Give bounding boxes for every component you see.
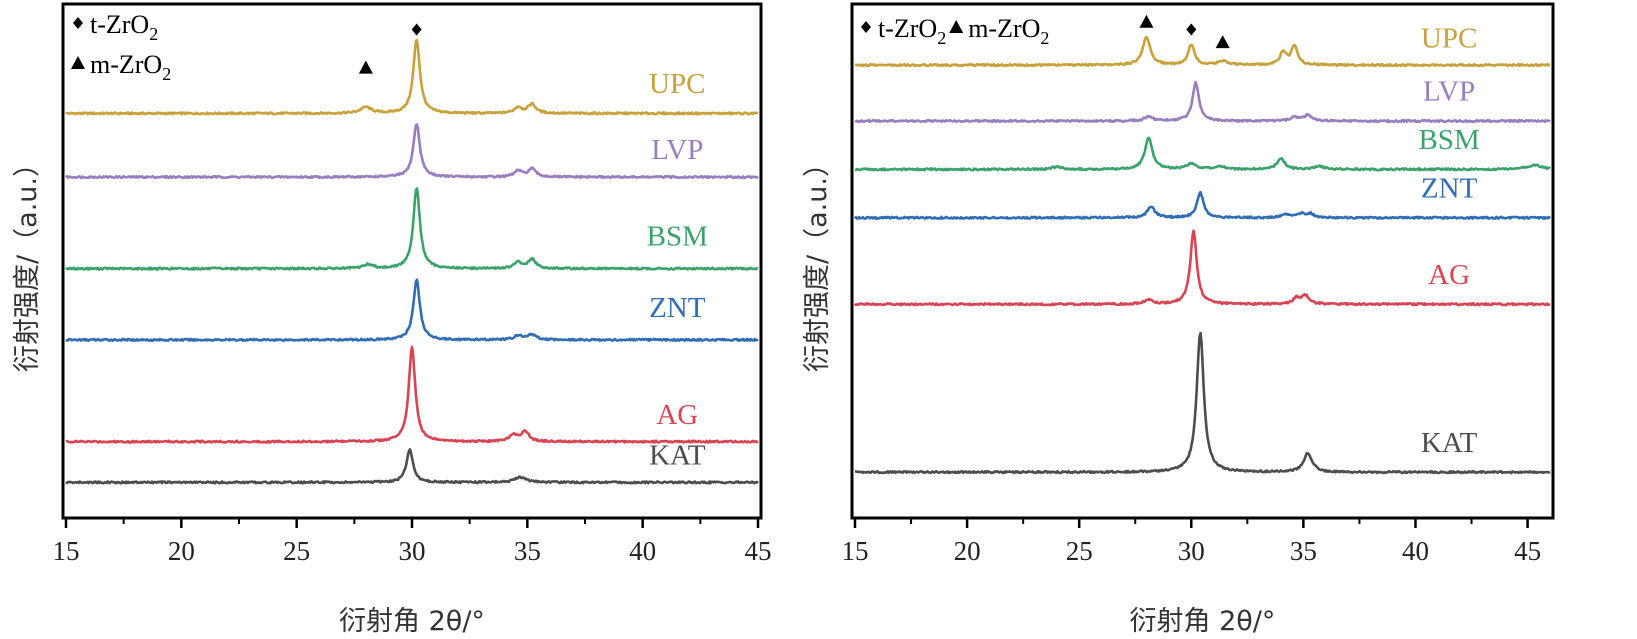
series-znt-line bbox=[65, 278, 759, 343]
series-lvp-label: LVP bbox=[1423, 76, 1475, 108]
legend-diamond-icon bbox=[73, 17, 83, 29]
series-ag-label: AG bbox=[656, 399, 698, 431]
x-tick-label: 45 bbox=[745, 536, 772, 566]
series-kat-label: KAT bbox=[1421, 427, 1478, 459]
legend-entry-label: t-ZrO2 bbox=[878, 14, 946, 48]
diamond-marker bbox=[1186, 23, 1197, 36]
x-tick-label: 15 bbox=[842, 536, 869, 566]
plot-frame bbox=[850, 2, 1555, 520]
series-kat-label: KAT bbox=[649, 440, 706, 472]
x-tick-label: 40 bbox=[1402, 536, 1429, 566]
x-tick-label: 15 bbox=[53, 536, 80, 566]
legend-diamond-icon bbox=[861, 21, 871, 33]
triangle-marker bbox=[358, 60, 373, 74]
x-tick-label: 25 bbox=[283, 536, 310, 566]
xrd-panel-1: 15 20 25 30 35 40 45 衍射角 2θ/° 衍射强度/（a.u.） UPC LVP B… bbox=[12, 2, 772, 637]
series-lvp-label: LVP bbox=[651, 134, 703, 166]
triangle-marker bbox=[1215, 35, 1230, 49]
x-axis-title: 衍射角 2θ/° bbox=[1130, 606, 1276, 637]
series-upc-line bbox=[65, 38, 759, 116]
series-bsm-label: BSM bbox=[1418, 124, 1479, 156]
x-axis-title: 衍射角 2θ/° bbox=[339, 606, 485, 637]
x-tick-label: 30 bbox=[399, 536, 426, 566]
legend-entry-label: m-ZrO2 bbox=[968, 14, 1049, 48]
diamond-marker bbox=[411, 23, 422, 36]
legend: t-ZrO2 m-ZrO2 bbox=[861, 14, 1049, 48]
legend-entry-label: t-ZrO2 bbox=[90, 10, 158, 44]
legend-entry-label: m-ZrO2 bbox=[90, 50, 171, 84]
series-upc-label: UPC bbox=[649, 68, 705, 100]
x-tick-label: 35 bbox=[514, 536, 541, 566]
y-axis-title: 衍射强度/（a.u.） bbox=[12, 150, 43, 372]
legend: t-ZrO2 m-ZrO2 bbox=[71, 10, 171, 84]
series-bsm-line bbox=[854, 136, 1551, 172]
series-znt-label: ZNT bbox=[1421, 172, 1478, 204]
series-kat-line bbox=[65, 448, 759, 485]
x-tick-label: 35 bbox=[1290, 536, 1317, 566]
series-bsm-label: BSM bbox=[647, 221, 708, 253]
series-ag-label: AG bbox=[1428, 259, 1470, 291]
triangle-marker bbox=[1139, 14, 1154, 28]
xrd-panel-2: 15 20 25 30 35 40 45 衍射角 2θ/° 衍射强度/（a.u.） UPC LVP B… bbox=[802, 2, 1555, 637]
x-tick-label: 20 bbox=[168, 536, 195, 566]
legend-triangle-icon bbox=[71, 56, 85, 69]
series-lvp-line bbox=[854, 80, 1551, 124]
series-upc-label: UPC bbox=[1421, 22, 1477, 54]
series-upc-line bbox=[854, 35, 1551, 68]
series-kat-line bbox=[854, 331, 1551, 475]
series-bsm-line bbox=[65, 187, 759, 271]
x-tick-label: 30 bbox=[1178, 536, 1205, 566]
x-tick-label: 40 bbox=[629, 536, 656, 566]
series-ag-line bbox=[65, 345, 759, 444]
x-tick-label: 25 bbox=[1066, 536, 1093, 566]
series-znt-line bbox=[853, 190, 1552, 220]
x-tick-label: 45 bbox=[1514, 536, 1541, 566]
legend-triangle-icon bbox=[949, 20, 964, 33]
y-axis-title: 衍射强度/（a.u.） bbox=[802, 150, 833, 372]
series-ag-line bbox=[853, 229, 1551, 307]
series-znt-label: ZNT bbox=[649, 292, 706, 324]
x-tick-label: 20 bbox=[954, 536, 981, 566]
series-lvp-line bbox=[64, 123, 759, 180]
